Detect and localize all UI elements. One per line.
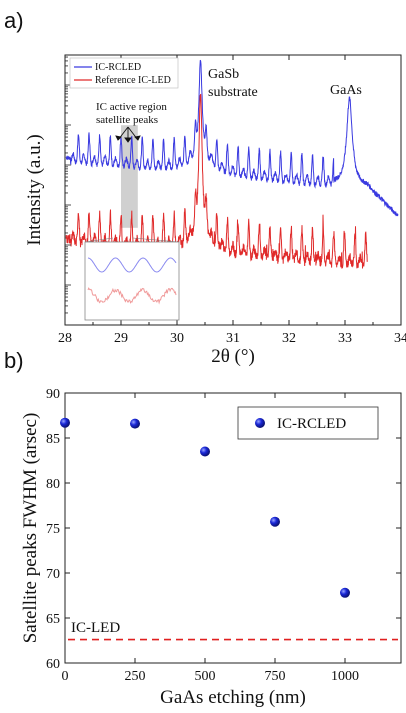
xrd-x-tick-label: 32 xyxy=(282,331,296,346)
fwhm-y-tick-label: 70 xyxy=(46,567,60,582)
xrd-x-tick-label: 30 xyxy=(170,331,184,346)
fwhm-x-tick-label: 500 xyxy=(195,669,216,684)
fwhm-x-tick-label: 750 xyxy=(265,669,286,684)
inset-line-reference-ic-led xyxy=(87,287,177,305)
inset-connector-left xyxy=(84,237,114,243)
series-line-ic-rcled xyxy=(65,59,399,217)
legend-label-reference-ic-led: Reference IC-LED xyxy=(95,75,171,86)
fwhm-x-tick-label: 250 xyxy=(125,669,146,684)
xrd-chart: 28 29 30 31 32 33 34 IC-RCLED Reference IC-LED… xyxy=(24,54,406,367)
annotation-satellite-line1: IC active region xyxy=(96,101,167,113)
fwhm-x-ticks: 0 250 500 750 1000 xyxy=(62,393,359,684)
legend-marker-ic-rcled xyxy=(255,418,265,428)
xrd-x-tick-label: 31 xyxy=(226,331,240,346)
fwhm-points xyxy=(60,417,350,598)
fwhm-y-tick-label: 90 xyxy=(46,387,60,402)
inset-line-ic-rcled xyxy=(87,257,177,273)
fwhm-y-tick-label: 60 xyxy=(46,657,60,672)
fwhm-x-tick-label: 0 xyxy=(62,669,69,684)
xrd-y-ticks xyxy=(65,56,71,326)
fwhm-y-tick-label: 85 xyxy=(46,432,60,447)
data-point-ic-rcled xyxy=(200,446,210,457)
satellite-arrows xyxy=(115,126,141,143)
series-line-reference-ic-led xyxy=(65,93,368,269)
fwhm-legend: IC-RCLED xyxy=(237,406,379,440)
xrd-x-tick-label: 33 xyxy=(338,331,352,346)
annotation-substrate: substrate xyxy=(208,85,258,100)
inset-connector-right xyxy=(132,237,180,243)
annotation-satellite-line2: satellite peaks xyxy=(96,114,158,126)
legend-label-ic-rcled-b: IC-RCLED xyxy=(277,416,346,432)
fwhm-y-tick-label: 80 xyxy=(46,477,60,492)
panel-a-label: a) xyxy=(4,8,24,33)
xrd-x-tick-label: 29 xyxy=(114,331,128,346)
annotation-gaas: GaAs xyxy=(330,83,362,98)
annotation-gasb: GaSb xyxy=(208,67,239,82)
xrd-x-tick-label: 34 xyxy=(394,331,406,346)
fwhm-y-tick-label: 75 xyxy=(46,522,60,537)
fwhm-y-axis-label: Satellite peaks FWHM (arsec) xyxy=(20,413,41,644)
satellite-highlight-band xyxy=(121,125,138,228)
xrd-legend-box xyxy=(69,57,179,89)
data-point-ic-rcled xyxy=(130,418,140,429)
fwhm-y-ticks: 60 65 70 75 80 85 90 xyxy=(46,387,401,672)
data-point-ic-rcled xyxy=(340,587,350,598)
legend-label-ic-rcled: IC-RCLED xyxy=(95,62,141,73)
fwhm-x-tick-label: 1000 xyxy=(331,669,359,684)
xrd-x-tick-label: 28 xyxy=(58,331,72,346)
xrd-x-ticks: 28 29 30 31 32 33 34 xyxy=(58,55,406,346)
panel-b-label: b) xyxy=(4,348,24,373)
inset-frame xyxy=(84,241,180,321)
fwhm-x-axis-label: GaAs etching (nm) xyxy=(160,687,306,708)
data-point-ic-rcled xyxy=(60,417,70,428)
xrd-y-axis-label: Intensity (a.u.) xyxy=(24,134,45,245)
xrd-x-axis-label: 2θ (°) xyxy=(211,346,255,367)
fwhm-chart: IC-LED 0 250 500 750 1000 60 65 70 75 80 85 90 IC-… xyxy=(20,387,402,708)
xrd-legend: IC-RCLED Reference IC-LED xyxy=(69,57,179,89)
data-point-ic-rcled xyxy=(270,516,280,527)
inset-zoom xyxy=(84,237,180,321)
reference-label-ic-led: IC-LED xyxy=(71,620,120,636)
fwhm-y-tick-label: 65 xyxy=(46,612,60,627)
